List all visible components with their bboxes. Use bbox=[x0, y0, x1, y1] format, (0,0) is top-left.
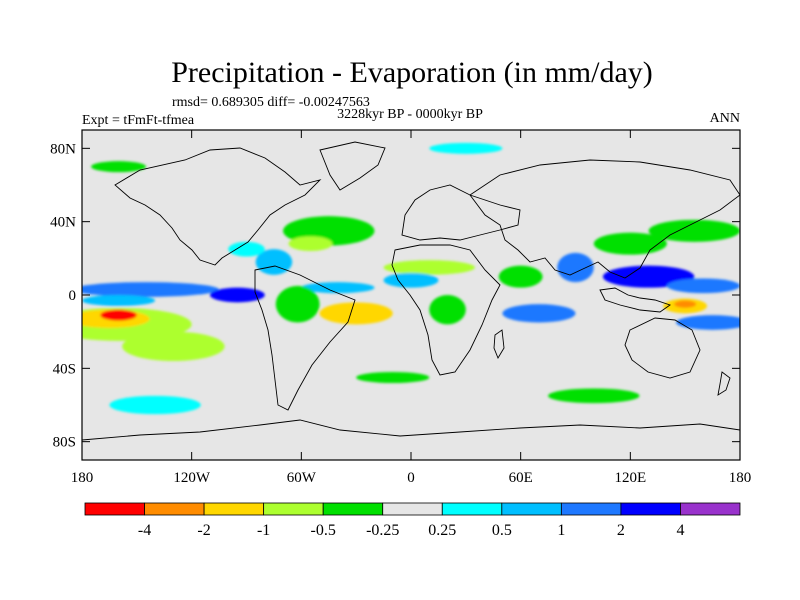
coastline-europe bbox=[401, 184, 521, 241]
colorbar-bin bbox=[441, 502, 503, 516]
anomaly-region bbox=[383, 273, 439, 288]
period-label: 3228kyr BP - 0000kyr BP bbox=[337, 107, 483, 122]
x-tick-label: 0 bbox=[407, 470, 415, 486]
anomaly-region bbox=[429, 295, 466, 325]
anomaly-region bbox=[602, 265, 695, 288]
coastlines bbox=[82, 141, 740, 441]
colorbar-bin bbox=[501, 502, 562, 516]
colorbar-bin bbox=[382, 502, 443, 516]
anomaly-region bbox=[82, 282, 220, 297]
anomaly-region bbox=[288, 236, 333, 252]
x-axis: 180 120W 60W 0 60E 120E 180 bbox=[71, 130, 752, 486]
map-area bbox=[82, 130, 740, 460]
colorbar-bin bbox=[144, 502, 205, 516]
anomaly-region bbox=[275, 285, 320, 323]
anomaly-region bbox=[356, 372, 430, 383]
anomaly-region bbox=[122, 331, 225, 362]
coastline-australia bbox=[624, 317, 701, 379]
colorbar-bin bbox=[620, 502, 681, 516]
coastline-africa bbox=[391, 244, 501, 376]
colorbar-bin bbox=[203, 502, 265, 516]
coastline-asia bbox=[469, 159, 740, 279]
y-tick-label: 80S bbox=[53, 435, 76, 451]
anomaly-region bbox=[648, 219, 740, 242]
season-label: ANN bbox=[710, 111, 740, 126]
y-tick-label: 40S bbox=[53, 361, 76, 377]
anomaly-region bbox=[319, 302, 393, 325]
anomaly-region bbox=[593, 232, 667, 255]
anomaly-region bbox=[82, 295, 156, 306]
colorbar-bin bbox=[680, 502, 741, 516]
x-tick-label: 120E bbox=[614, 470, 646, 486]
coastline-indonesia bbox=[599, 287, 671, 313]
anomaly-region bbox=[383, 260, 475, 275]
colorbar-label: 0.5 bbox=[492, 522, 512, 539]
y-tick-label: 80N bbox=[50, 141, 76, 157]
colorbar-label: -0.25 bbox=[366, 522, 399, 539]
x-tick-label: 180 bbox=[729, 470, 752, 486]
anomaly-region bbox=[228, 241, 265, 257]
coastline-north-america bbox=[114, 147, 322, 266]
stats-line: rmsd= 0.689305 diff= -0.00247563 bbox=[172, 95, 370, 110]
experiment-label: Expt = tFmFt-tfmea bbox=[82, 113, 195, 128]
anomaly-region bbox=[674, 300, 697, 308]
colorbar-label: -1 bbox=[257, 522, 270, 539]
anomaly-field bbox=[82, 142, 740, 415]
colorbar-label: 2 bbox=[617, 522, 625, 539]
anomaly-region bbox=[502, 304, 576, 323]
colorbar-label: -2 bbox=[197, 522, 210, 539]
colorbar-bin bbox=[560, 502, 622, 516]
x-tick-label: 60W bbox=[287, 470, 317, 486]
colorbar-bin bbox=[84, 502, 145, 516]
colorbar-bin bbox=[263, 502, 324, 516]
colorbar-label: -4 bbox=[138, 522, 151, 539]
anomaly-region bbox=[498, 265, 543, 288]
colorbar-bin bbox=[322, 502, 384, 516]
coastline-south-america bbox=[254, 265, 356, 411]
x-tick-label: 120W bbox=[173, 470, 211, 486]
chart-title: Precipitation - Evaporation (in mm/day) bbox=[171, 56, 653, 89]
anomaly-region bbox=[109, 395, 201, 415]
y-tick-label: 0 bbox=[69, 288, 77, 304]
coastline-antarctica bbox=[82, 419, 740, 441]
x-tick-label: 60E bbox=[509, 470, 533, 486]
anomaly-region bbox=[557, 252, 594, 283]
coastline-madagascar bbox=[493, 329, 505, 360]
x-tick-label: 180 bbox=[71, 470, 94, 486]
coastline-greenland bbox=[319, 141, 386, 191]
anomaly-region bbox=[91, 161, 146, 173]
anomaly-region bbox=[676, 315, 740, 330]
colorbar-label: 0.25 bbox=[428, 522, 456, 539]
colorbar: -4 -2 -1 -0.5 -0.25 0.25 0.5 1 2 4 bbox=[84, 502, 741, 539]
y-axis: 80N 40N 0 40S 80S bbox=[50, 141, 740, 451]
coastline-new-zealand bbox=[717, 371, 731, 396]
anomaly-region bbox=[666, 278, 740, 294]
anomaly-region bbox=[209, 287, 265, 303]
colorbar-label: -0.5 bbox=[311, 522, 336, 539]
anomaly-region bbox=[100, 309, 137, 321]
anomaly-region bbox=[429, 142, 503, 154]
y-tick-label: 40N bbox=[50, 215, 76, 231]
anomaly-region bbox=[548, 388, 640, 404]
colorbar-label: 1 bbox=[557, 522, 565, 539]
colorbar-label: 4 bbox=[676, 522, 684, 539]
